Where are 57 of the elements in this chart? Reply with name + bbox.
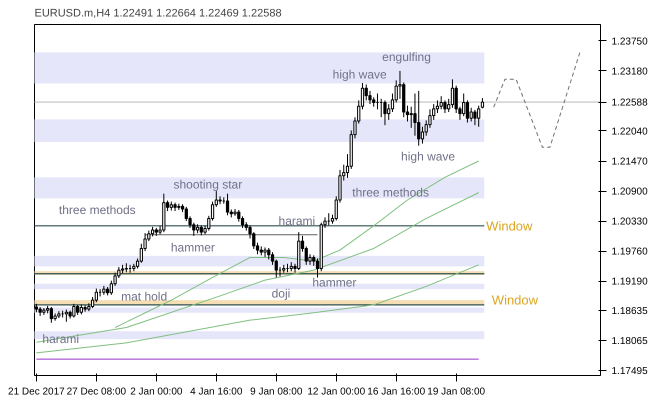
ref-line-label: Window [486,218,534,234]
annotation: three methods [58,203,136,218]
candlestick [480,98,484,109]
annotation: shooting star [174,178,242,192]
candlestick [450,78,454,108]
x-tick-label: 27 Dec 08:00 [66,386,127,398]
y-tick-label: 1.20330 [612,216,648,228]
annotation: high wave [332,68,388,82]
candlestick [436,100,440,114]
candlestick [226,193,230,216]
y-tick-label: 1.19760 [612,246,648,258]
y-tick-label: 1.23750 [612,36,648,48]
annotation: harami [278,214,316,228]
band-label: Window [492,292,539,308]
candlestick [50,306,53,324]
line-series [36,264,480,354]
candlestick [383,100,387,126]
x-tick-label: 2 Jan 00:00 [130,386,183,398]
annotation: hammer [312,276,356,290]
line-series [493,52,580,148]
x-tick-label: 19 Jan 08:00 [427,386,486,398]
x-tick-label: 16 Jan 16:00 [367,386,426,398]
x-tick-label: 21 Dec 2017 [8,386,66,398]
annotation: engulfing [382,50,431,64]
candlestick [417,90,420,146]
candlestick [443,100,447,114]
y-tick-label: 1.19190 [612,276,648,288]
y-tick-label: 1.17495 [612,366,648,377]
candlestick [473,109,477,126]
candlestick [368,90,372,105]
candlestick [80,304,83,315]
annotation: high wave [401,149,456,164]
candlestick [410,106,413,128]
y-tick-label: 1.18065 [612,336,648,347]
y-tick-label: 1.22588 [612,98,648,109]
y-tick-label: 1.23180 [612,66,648,78]
x-tick-label: 12 Jan 00:00 [307,386,366,398]
annotation: hammer [170,240,215,254]
x-tick-label: 4 Jan 16:00 [190,386,243,398]
candlestick [150,226,154,237]
annotation: doji [272,286,290,301]
chart-title: EURUSD.m,H4 1.22491 1.22664 1.22469 1.22588 [34,8,282,20]
candlestick [440,96,443,110]
candlestick [263,246,267,258]
candlestick [200,224,203,236]
candlestick [72,303,76,318]
y-tick-label: 1.22040 [612,126,648,138]
x-tick-label: 9 Jan 08:00 [250,386,303,398]
candlestick [64,309,68,322]
y-tick-label: 1.21470 [612,156,648,168]
candlestick [76,304,80,316]
annotation: mat hold [121,289,168,304]
y-tick-label: 1.18635 [612,306,648,317]
y-tick-label: 1.20900 [612,186,648,198]
candlestick [462,93,466,117]
candlestick [466,100,470,124]
candlestick [477,105,480,128]
